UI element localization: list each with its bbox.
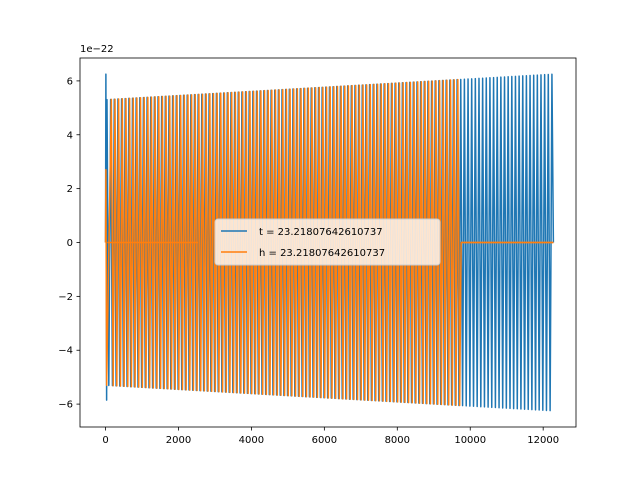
x-tick-label: 12000 — [527, 435, 559, 446]
x-tick-label: 2000 — [166, 435, 191, 446]
y-tick-label: −6 — [58, 400, 73, 411]
series-line-h — [104, 78, 554, 407]
legend-label-h: h = 23.21807642610737 — [259, 248, 385, 259]
x-tick-label: 8000 — [385, 435, 410, 446]
y-tick-label: 4 — [67, 130, 73, 141]
x-tick-label: 4000 — [239, 435, 264, 446]
x-tick-label: 10000 — [454, 435, 486, 446]
plot-area — [104, 73, 555, 412]
y-axis: −6 −4 −2 0 2 4 6 — [58, 76, 80, 411]
legend-box — [214, 218, 441, 266]
x-tick-label: 6000 — [312, 435, 337, 446]
y-tick-label: 6 — [67, 76, 73, 87]
y-offset-label: 1e−22 — [80, 44, 114, 55]
y-tick-label: −4 — [58, 346, 73, 357]
legend-label-t: t = 23.21807642610737 — [259, 227, 383, 238]
y-tick-label: −2 — [58, 292, 73, 303]
y-tick-label: 0 — [67, 238, 73, 249]
x-axis: 0 2000 4000 6000 8000 10000 12000 — [102, 427, 559, 446]
x-tick-label: 0 — [102, 435, 108, 446]
legend: t = 23.21807642610737 h = 23.21807642610… — [214, 218, 441, 266]
y-tick-label: 2 — [67, 184, 73, 195]
